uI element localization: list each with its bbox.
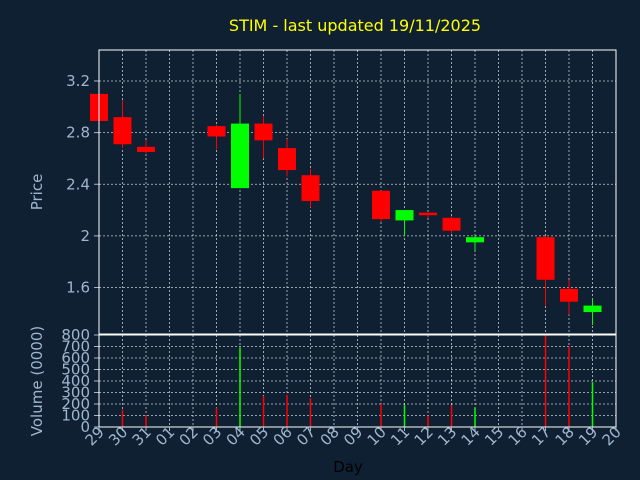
volume-tick-label: 700 (61, 338, 90, 356)
price-tick-label: 3.2 (66, 72, 90, 90)
volume-bar (403, 405, 406, 427)
volume-tick-label: 300 (61, 384, 90, 402)
volume-tick-label: 100 (61, 407, 90, 425)
candle-body (113, 117, 132, 145)
volume-bar (145, 415, 147, 427)
candle-body (419, 212, 437, 216)
volume-bar (309, 398, 312, 427)
candle-body (560, 288, 578, 302)
x-axis: 2930310102030405060708091011121314151617… (82, 423, 625, 449)
x-axis-label: Day (333, 458, 363, 476)
volume-axis-label: Volume (0000) (28, 326, 46, 436)
candle-body (442, 217, 461, 231)
price-tick-label: 1.6 (66, 279, 90, 297)
candle-body (583, 305, 602, 313)
volume-tick-label: 600 (61, 349, 90, 367)
volume-bar (286, 394, 288, 427)
volume-bar (215, 407, 218, 427)
volume-bar (427, 415, 429, 427)
volume-bar (544, 335, 547, 427)
volume-bar (591, 382, 594, 427)
price-axis-label: Price (28, 174, 46, 211)
candle-body (372, 190, 390, 220)
chart-title: STIM - last updated 19/11/2025 (229, 16, 481, 35)
volume-bar (568, 346, 570, 427)
volume-bar (474, 407, 476, 427)
volume-bar (121, 409, 124, 427)
price-tick-label: 2.8 (66, 124, 90, 142)
volume-bar (380, 404, 382, 427)
candle-body (207, 126, 226, 137)
candle-body (536, 237, 555, 280)
candle-body (466, 237, 484, 243)
price-tick-label: 2 (80, 227, 90, 245)
candle-body (254, 123, 273, 141)
volume-tick-label: 400 (61, 372, 90, 390)
volume-tick-label: 800 (61, 326, 90, 344)
volume-tick-label: 500 (61, 361, 90, 379)
volume-bar (450, 405, 453, 427)
price-panel: 3.2 2.8 2.4 2 1.6 (66, 49, 617, 335)
candle-body (278, 148, 296, 171)
price-frame (98, 49, 617, 335)
volume-bar (239, 347, 241, 427)
price-tick-label: 2.4 (66, 175, 90, 193)
candle-body (395, 210, 414, 221)
candle-body (301, 175, 320, 202)
volume-bar (262, 395, 265, 427)
candle-body (231, 123, 249, 189)
volume-tick-label: 0 (80, 418, 90, 436)
candle-body (137, 146, 155, 152)
volume-tick-label: 200 (61, 395, 90, 413)
